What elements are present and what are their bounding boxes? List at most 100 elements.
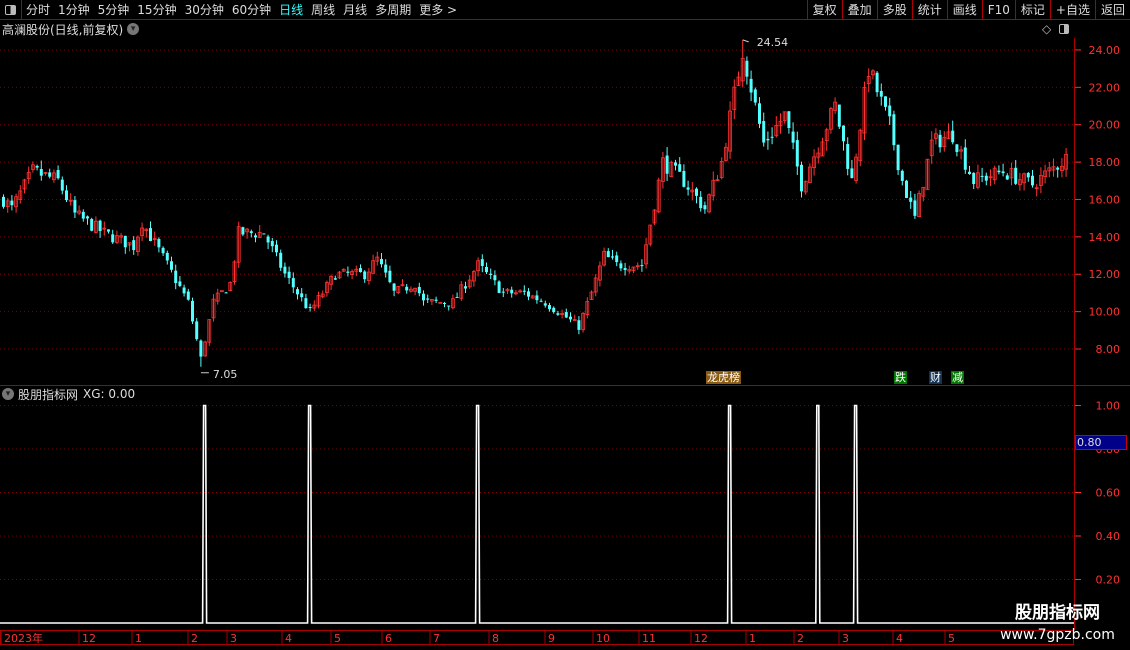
candle-body (875, 72, 879, 93)
toolbar-button-3[interactable]: 统计 (911, 0, 947, 19)
candle-body (388, 270, 392, 283)
candle-body (182, 287, 186, 294)
period-5[interactable]: 60分钟 (231, 3, 272, 17)
candle-body (707, 194, 711, 213)
candle-body (115, 235, 119, 243)
period-4[interactable]: 30分钟 (184, 3, 224, 17)
toolbar-button-0[interactable]: 复权 (806, 0, 842, 19)
chevron-down-icon[interactable]: ▾ (127, 23, 140, 35)
indicator-axis-label: 1.00 (1096, 400, 1121, 413)
date-axis-label: 6 (385, 632, 392, 645)
date-axis-label: 3 (842, 632, 849, 645)
candle-body (631, 266, 636, 272)
period-1[interactable]: 1分钟 (58, 3, 90, 17)
candle-body (635, 265, 640, 268)
candle-body (275, 244, 278, 253)
candle-body (43, 172, 48, 174)
price-axis-label: 14.00 (1089, 231, 1121, 244)
tag-drop[interactable]: 跌 (894, 371, 907, 384)
candle-body (236, 226, 241, 263)
candle-body (26, 171, 31, 180)
period-8[interactable]: 月线 (343, 3, 368, 17)
period-9[interactable]: 多周期 (375, 3, 412, 17)
chevron-down-icon[interactable]: ▾ (2, 388, 14, 400)
candle-body (417, 286, 421, 294)
candle-body (434, 299, 438, 301)
diamond-icon[interactable]: ◇ (1042, 22, 1052, 36)
toolbar-button-7[interactable]: +自选 (1049, 0, 1095, 19)
candle-body (467, 279, 472, 288)
candle-body (942, 137, 947, 147)
candle-body (1039, 175, 1043, 186)
candle-body (56, 170, 60, 179)
candle-body (896, 144, 900, 171)
candle-body (329, 276, 334, 285)
candle-body (493, 275, 497, 281)
toolbar-button-4[interactable]: 画线 (946, 0, 982, 19)
candle-body (816, 152, 821, 158)
candle-body (5, 200, 10, 208)
candle-body (866, 76, 871, 85)
tag-reduce[interactable]: 减 (951, 371, 964, 384)
candle-body (207, 319, 212, 343)
period-10[interactable]: 更多 > (419, 3, 458, 17)
period-2[interactable]: 5分钟 (97, 3, 130, 17)
candle-body (753, 89, 757, 103)
candle-body (925, 158, 930, 190)
candle-body (623, 268, 627, 271)
candle-body (1064, 153, 1068, 170)
period-7[interactable]: 周线 (311, 3, 336, 17)
date-axis-label: 4 (285, 632, 292, 645)
candle-body (232, 261, 237, 282)
period-3[interactable]: 15分钟 (137, 3, 177, 17)
candle-body (829, 108, 833, 130)
candle-body (569, 316, 572, 320)
candle-body (900, 170, 904, 181)
panel-toggle-icon[interactable] (1059, 24, 1070, 34)
candle-body (572, 319, 577, 321)
candle-body (375, 256, 380, 262)
candle-body (842, 125, 845, 142)
indicator-title: ▾ 股朋指标网 XG: 0.00 (2, 387, 135, 402)
toolbar-button-2[interactable]: 多股 (876, 0, 912, 19)
candle-body (766, 138, 770, 141)
candle-body (837, 104, 841, 127)
candle-body (304, 298, 308, 309)
tag-longhubang[interactable]: 龙虎榜 (706, 371, 741, 384)
candle-body (127, 242, 132, 246)
candle-body (711, 179, 716, 197)
candle-body (791, 131, 795, 143)
candle-body (18, 190, 23, 200)
candle-body (770, 136, 774, 138)
toolbar-button-1[interactable]: 叠加 (841, 0, 877, 19)
candle-body (556, 313, 560, 315)
candle-body (682, 170, 686, 187)
toolbar-button-6[interactable]: 标记 (1014, 0, 1050, 19)
date-axis-label: 7 (433, 632, 440, 645)
candle-body (913, 200, 917, 216)
candle-body (279, 252, 283, 268)
toolbar-button-8[interactable]: 返回 (1094, 0, 1130, 19)
candle-body (980, 175, 984, 177)
date-axis-label: 2 (797, 632, 804, 645)
high-price-label: 24.54 (757, 36, 789, 49)
period-6[interactable]: 日线 (279, 3, 304, 17)
candle-body (955, 144, 959, 152)
tag-finance[interactable]: 财 (929, 371, 942, 384)
panel-toggle-icon[interactable] (0, 0, 22, 19)
candle-body (606, 251, 610, 258)
period-0[interactable]: 分时 (26, 3, 51, 17)
candle-body (732, 86, 737, 110)
candle-body (363, 271, 367, 280)
candle-body (795, 140, 799, 167)
candle-body (674, 162, 677, 166)
candle-body (464, 286, 467, 289)
candle-body (598, 265, 602, 281)
candle-body (257, 231, 262, 238)
candle-body (690, 189, 695, 193)
candle-body (548, 305, 551, 310)
date-axis-label: 1 (135, 632, 142, 645)
candle-body (1014, 167, 1018, 184)
toolbar-button-5[interactable]: F10 (981, 0, 1015, 19)
